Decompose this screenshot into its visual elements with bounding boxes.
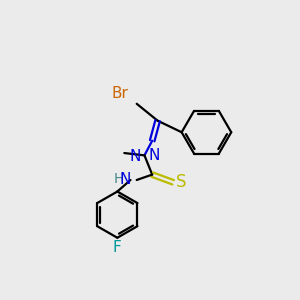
Text: H: H — [114, 172, 124, 186]
Text: S: S — [176, 173, 187, 191]
Text: Br: Br — [112, 86, 129, 101]
Text: N: N — [148, 148, 159, 163]
Text: N: N — [130, 149, 141, 164]
Text: F: F — [113, 240, 122, 255]
Text: N: N — [119, 172, 130, 188]
